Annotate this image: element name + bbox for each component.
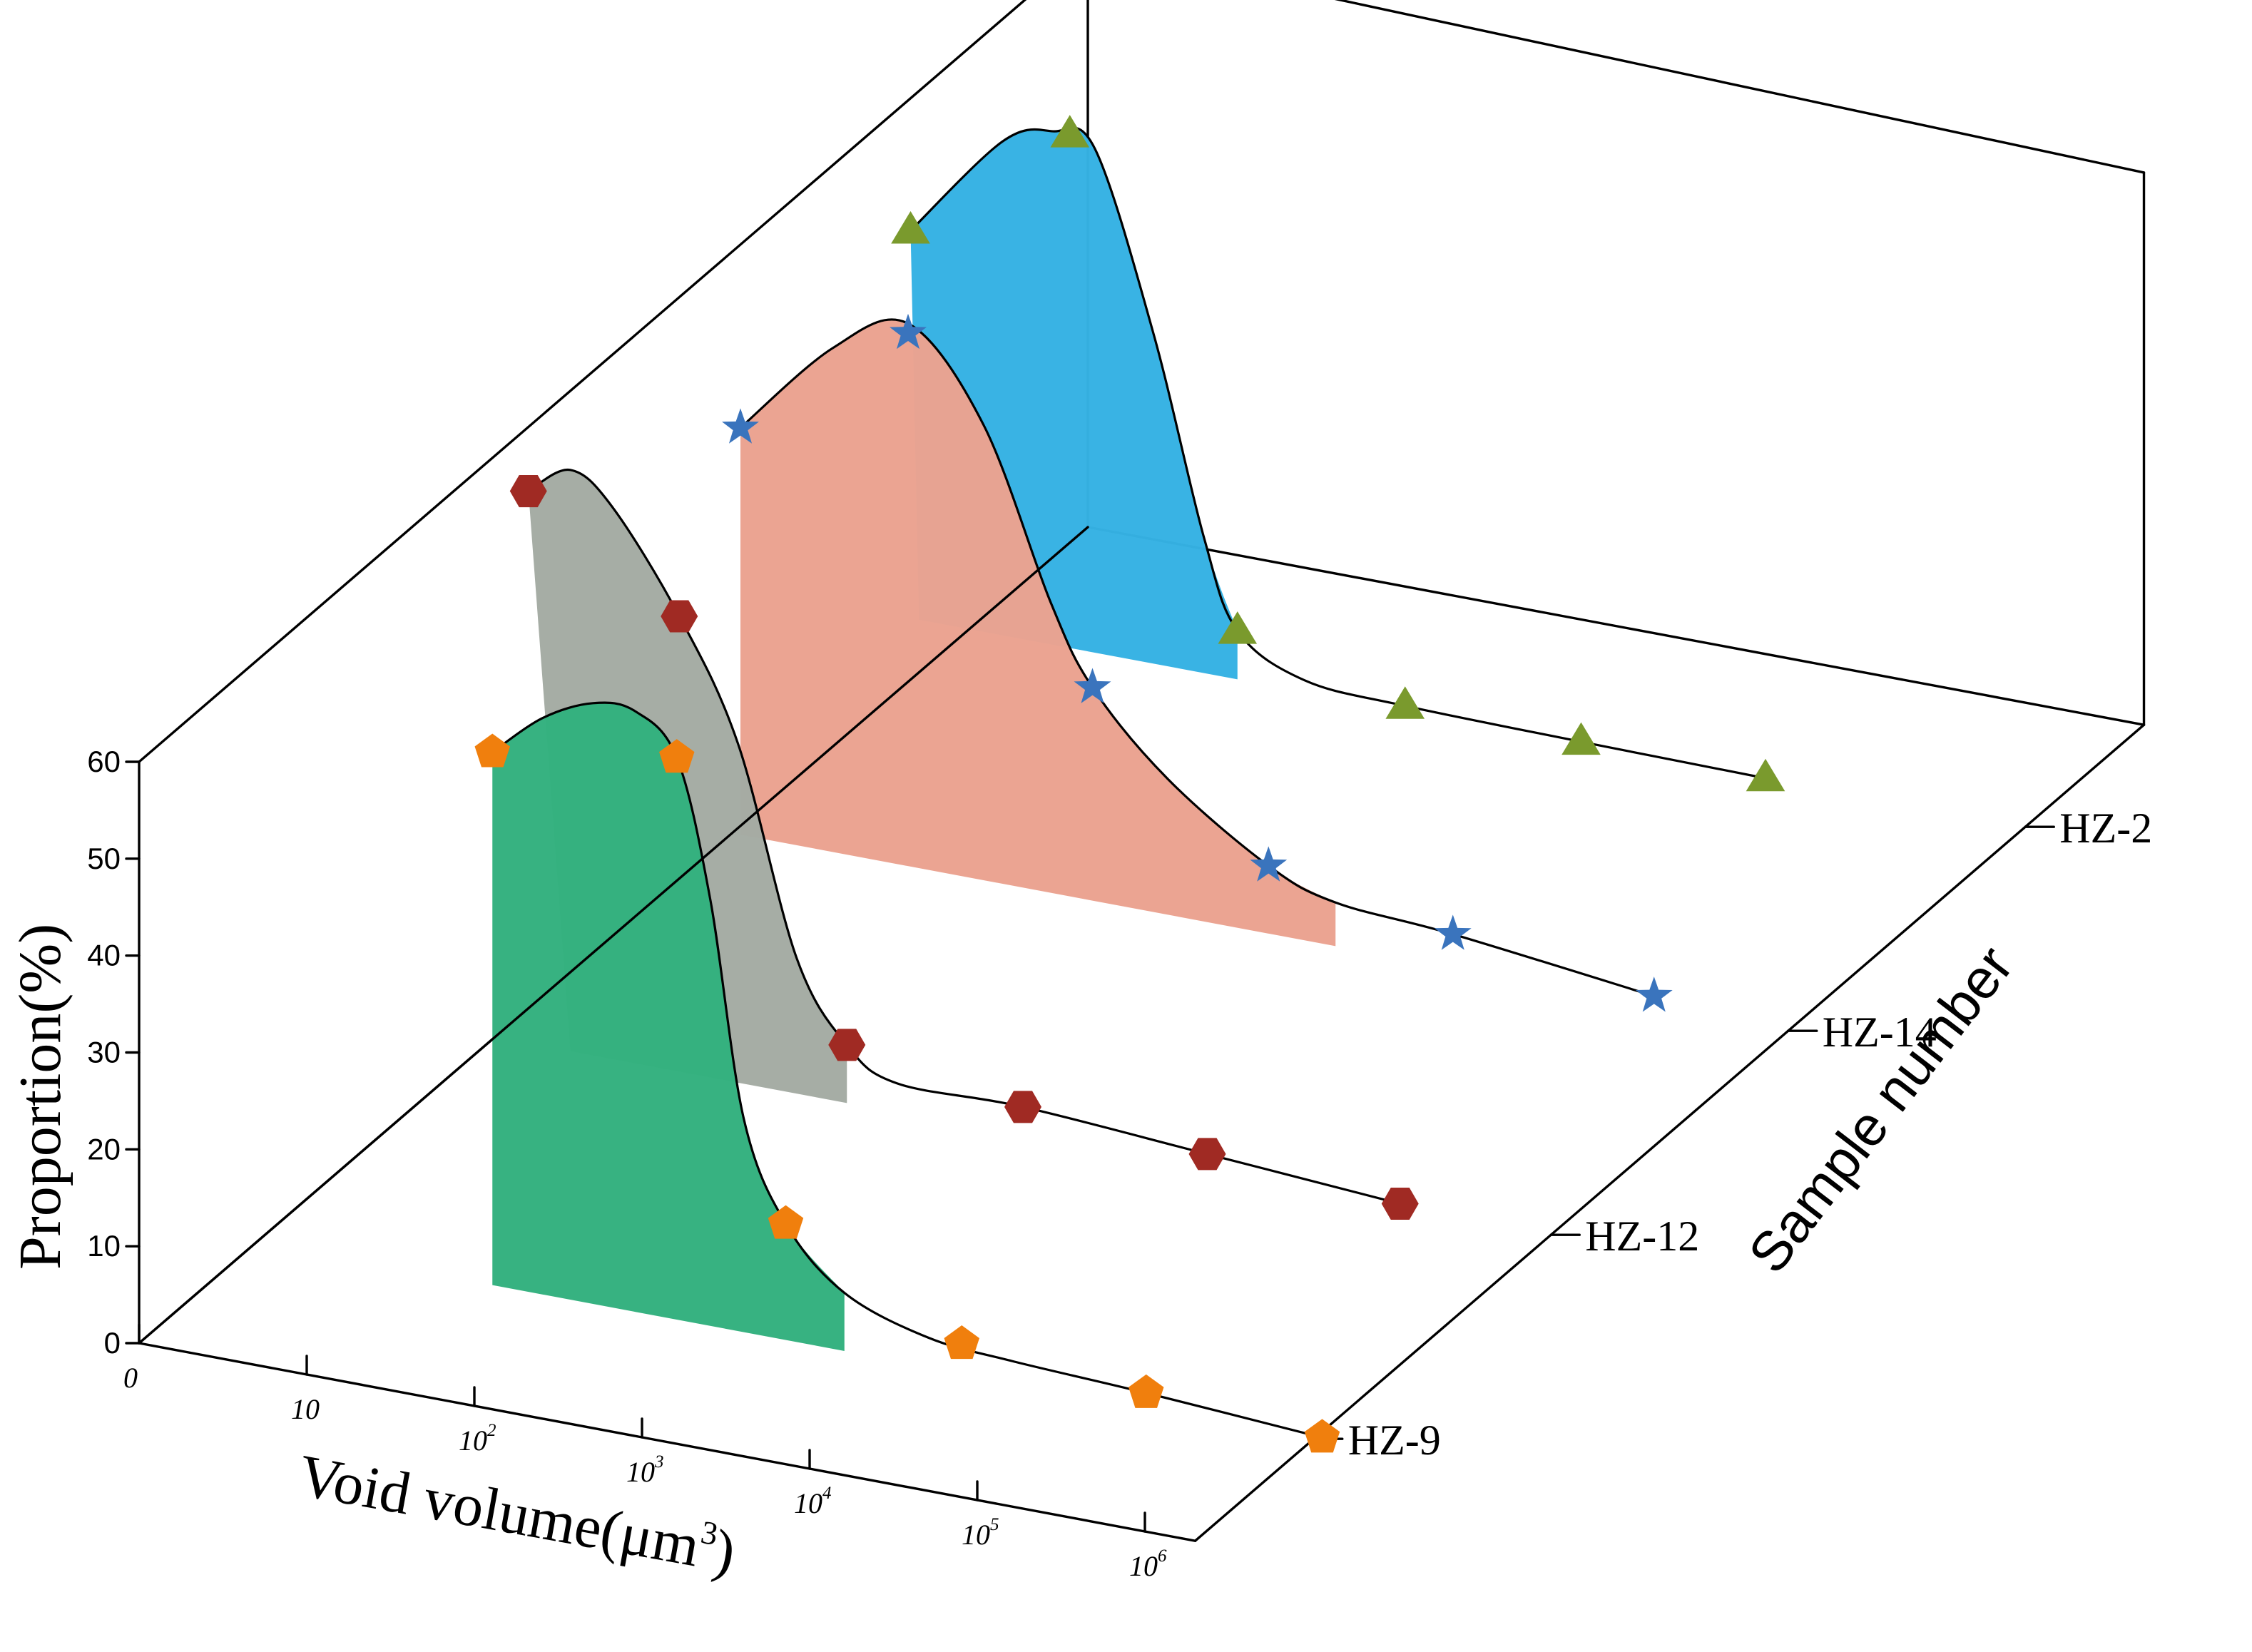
sample-label-hz-2: HZ-2 xyxy=(2059,805,2152,852)
data-point-star xyxy=(890,313,927,350)
x-axis-title: Void volume(μm3) xyxy=(294,1442,740,1586)
data-point-pentagon xyxy=(944,1325,979,1360)
data-point-triangle xyxy=(1050,115,1090,148)
sample-label-hz-14: HZ-14 xyxy=(1823,1009,1937,1056)
floor-left-edge-front xyxy=(138,526,1089,1345)
x-tick-sup: 4 xyxy=(822,1484,832,1503)
x-tick-label: 105 xyxy=(962,1515,999,1551)
data-point-pentagon xyxy=(474,733,510,768)
data-point-star xyxy=(722,408,759,444)
series-line xyxy=(491,701,1323,1439)
series-layer xyxy=(138,115,1785,1453)
data-point-hexagon xyxy=(509,475,547,508)
data-point-star xyxy=(1250,846,1288,882)
data-point-hexagon xyxy=(828,1029,866,1061)
left-wall-top-edge xyxy=(138,0,1027,763)
data-point-pentagon xyxy=(1304,1419,1340,1453)
x-tick-base: 10 xyxy=(794,1487,822,1519)
y-axis-title: Proportion(%) xyxy=(7,924,73,1270)
x-tick-label: 103 xyxy=(626,1452,664,1488)
x-tick-label: 102 xyxy=(459,1421,496,1457)
series-hz-9 xyxy=(474,701,1340,1453)
x-tick-sup: 3 xyxy=(654,1452,664,1472)
x-tick-label: 0 xyxy=(123,1362,138,1394)
data-point-triangle xyxy=(891,210,930,244)
data-point-triangle xyxy=(1218,611,1258,644)
series-area xyxy=(740,319,1336,947)
x-tick-sup: 2 xyxy=(487,1421,496,1440)
data-point-triangle xyxy=(1385,686,1425,719)
data-point-pentagon xyxy=(659,739,695,773)
back-wall-top-edge xyxy=(1334,0,2146,174)
data-point-pentagon xyxy=(768,1205,804,1239)
series-hz-14 xyxy=(722,313,1673,1012)
y-tick-label: 0 xyxy=(104,1326,121,1360)
y-tick-label: 40 xyxy=(87,939,121,972)
label-layer: 0102030405060010102103104105106HZ-9HZ-12… xyxy=(87,745,2152,1582)
data-point-hexagon xyxy=(661,600,698,633)
z-axis-title: Sample number xyxy=(1736,934,2025,1284)
x-axis-title-prefix: Void volume( xyxy=(294,1442,627,1566)
x-tick-base: 10 xyxy=(962,1519,990,1551)
data-point-star xyxy=(1074,668,1111,703)
x-tick-sup: 6 xyxy=(1158,1546,1167,1566)
x-axis-line xyxy=(138,1342,1197,1542)
data-point-star xyxy=(1635,977,1673,1012)
sample-label-hz-9: HZ-9 xyxy=(1348,1417,1441,1464)
x-tick-base: 10 xyxy=(459,1424,487,1457)
y-tick-label: 20 xyxy=(87,1132,121,1166)
data-point-hexagon xyxy=(1188,1138,1226,1171)
x-tick-base: 10 xyxy=(291,1393,320,1425)
data-point-hexagon xyxy=(1004,1091,1041,1123)
series-area xyxy=(492,703,845,1351)
data-point-triangle xyxy=(1746,758,1785,792)
floor-back-edge xyxy=(1086,526,2146,726)
y-tick-label: 50 xyxy=(87,842,121,875)
data-point-star xyxy=(1434,914,1472,950)
x-tick-label: 104 xyxy=(794,1484,832,1519)
data-point-hexagon xyxy=(1381,1188,1419,1220)
y-tick-label: 30 xyxy=(87,1036,121,1069)
y-tick-label: 10 xyxy=(87,1229,121,1263)
floor-right-edge xyxy=(1193,723,2146,1542)
data-point-triangle xyxy=(1561,722,1601,755)
x-axis-title-unit: μm xyxy=(616,1500,705,1579)
data-point-pentagon xyxy=(1128,1374,1164,1408)
series-line xyxy=(527,469,1401,1205)
x-tick-base: 10 xyxy=(1129,1550,1158,1582)
series-line xyxy=(910,126,1766,780)
x-tick-label: 10 xyxy=(291,1393,320,1425)
y-tick-label: 60 xyxy=(87,745,121,778)
x-tick-sup: 5 xyxy=(990,1515,999,1534)
x-tick-base: 0 xyxy=(123,1362,138,1394)
sample-label-hz-12: HZ-12 xyxy=(1585,1213,1699,1260)
x-tick-base: 10 xyxy=(626,1456,655,1488)
x-tick-label: 106 xyxy=(1129,1546,1167,1582)
